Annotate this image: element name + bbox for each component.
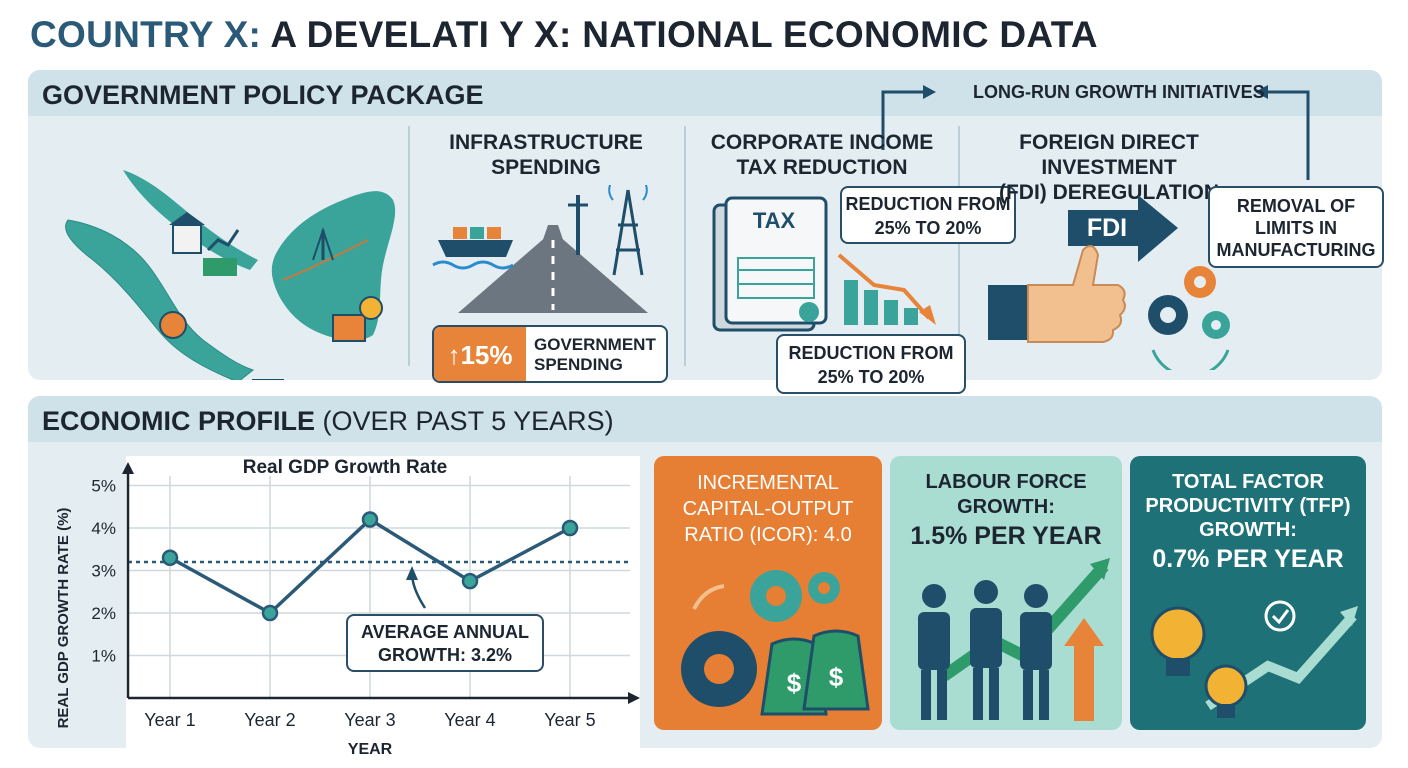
long-run-growth-label: LONG-RUN GROWTH INITIATIVES	[973, 82, 1265, 102]
tax-callout-bottom-line2: 25% TO 20%	[817, 367, 925, 387]
x-axis-arrow	[628, 692, 640, 704]
labour-force-card: LABOUR FORCE GROWTH: 1.5% PER YEAR	[890, 456, 1122, 730]
fdi-illustration	[988, 195, 1230, 370]
labour-line1: LABOUR FORCE	[925, 471, 1087, 493]
badge-value: ↑15%	[434, 327, 526, 381]
average-growth-callout: AVERAGE ANNUAL GROWTH: 3.2%	[346, 614, 544, 672]
tax-callout-top: REDUCTION FROM 25% TO 20%	[840, 186, 1016, 244]
icor-line3: RATIO (ICOR): 4.0	[684, 524, 852, 546]
chart-x-axis-label: YEAR	[348, 741, 393, 758]
average-line1: AVERAGE ANNUAL	[360, 622, 529, 642]
chart-background	[126, 456, 640, 763]
country-map-illustration	[65, 170, 396, 380]
fdi-heading-line1: FOREIGN DIRECT INVESTMENT	[1019, 131, 1199, 179]
fdi-arrow-label: FDI	[1086, 214, 1128, 242]
icor-card: INCREMENTAL CAPITAL-OUTPUT RATIO (ICOR):…	[654, 456, 882, 730]
x-tick-label: Year 2	[244, 710, 295, 730]
long-run-arrows	[881, 85, 1310, 180]
gears-money-icon: $ $	[681, 570, 870, 716]
icor-card-text: INCREMENTAL CAPITAL-OUTPUT RATIO (ICOR):…	[654, 470, 882, 548]
x-tick-label: Year 1	[144, 710, 195, 730]
divider	[684, 126, 686, 366]
badge-text: GOVERNMENT SPENDING	[534, 335, 656, 375]
fdi-callout-line3: MANUFACTURING	[1216, 240, 1376, 260]
labour-line3: 1.5% PER YEAR	[910, 522, 1102, 550]
svg-text:$: $	[787, 668, 802, 698]
y-tick-label: 2%	[91, 604, 116, 623]
labour-line2: GROWTH:	[957, 496, 1055, 518]
average-line2: GROWTH: 3.2%	[377, 645, 512, 665]
fdi-callout: REMOVAL OF LIMITS IN MANUFACTURING	[1208, 186, 1384, 268]
tfp-card: TOTAL FACTOR PRODUCTIVITY (TFP) GROWTH: …	[1130, 456, 1366, 730]
divider	[958, 126, 960, 366]
icor-line1: INCREMENTAL	[697, 472, 839, 494]
y-axis-arrow	[122, 462, 134, 474]
title-highlight: COUNTRY X:	[30, 14, 262, 55]
badge-text-line2: SPENDING	[534, 355, 623, 374]
data-point	[461, 572, 479, 590]
y-tick-label: 3%	[91, 562, 116, 581]
x-tick-label: Year 3	[344, 710, 395, 730]
y-tick-label: 4%	[91, 519, 116, 538]
data-point	[261, 604, 279, 622]
tfp-line4: 0.7% PER YEAR	[1152, 545, 1344, 573]
infrastructure-heading-line2: SPENDING	[491, 156, 601, 179]
labour-card-text: LABOUR FORCE GROWTH: 1.5% PER YEAR	[890, 470, 1122, 552]
chart-x-ticks: Year 1 Year 2 Year 3 Year 4 Year 5	[144, 710, 595, 730]
x-tick-label: Year 4	[444, 710, 495, 730]
productivity-icon	[1150, 600, 1358, 718]
tax-document-label: TAX	[752, 208, 796, 233]
tax-heading-line1: CORPORATE INCOME	[710, 131, 934, 154]
tfp-card-text: TOTAL FACTOR PRODUCTIVITY (TFP) GROWTH: …	[1130, 470, 1366, 576]
fdi-callout-line2: LIMITS IN	[1255, 218, 1337, 238]
tax-heading-line2: TAX REDUCTION	[736, 156, 908, 179]
chart-points	[161, 511, 579, 622]
policy-panel: GOVERNMENT POLICY PACKAGE INFRASTRUCTURE…	[28, 70, 1384, 394]
gdp-growth-chart: Real GDP Growth Rate REAL GDP GROWTH RAT…	[55, 456, 640, 763]
tfp-line2: PRODUCTIVITY (TFP)	[1145, 495, 1351, 517]
tax-callout-top-line1: REDUCTION FROM	[845, 194, 1011, 214]
tax-callout-top-line2: 25% TO 20%	[874, 218, 982, 238]
divider	[408, 126, 410, 366]
average-pointer-head	[406, 566, 418, 580]
chart-y-axis-label: REAL GDP GROWTH RATE (%)	[55, 508, 72, 729]
profile-panel-title: ECONOMIC PROFILE (OVER PAST 5 YEARS)	[42, 406, 614, 437]
government-spending-badge: ↑15% GOVERNMENT SPENDING	[432, 325, 668, 383]
tax-heading: CORPORATE INCOME TAX REDUCTION	[694, 130, 950, 180]
tax-illustration	[712, 196, 936, 332]
y-tick-label: 1%	[91, 647, 116, 666]
infrastructure-illustration	[432, 185, 648, 313]
profile-panel-header	[28, 396, 1382, 442]
policy-panel-header	[28, 70, 1382, 116]
policy-panel-title: GOVERNMENT POLICY PACKAGE	[42, 80, 484, 110]
title-rest: A DEVELATI Y X: NATIONAL ECONOMIC DATA	[270, 14, 1098, 55]
fdi-heading: FOREIGN DIRECT INVESTMENT (FDI) DEREGULA…	[964, 130, 1254, 205]
badge-text-line1: GOVERNMENT	[534, 335, 656, 354]
tax-callout-bottom: REDUCTION FROM 25% TO 20%	[776, 334, 966, 394]
chart-title: Real GDP Growth Rate	[243, 457, 447, 478]
tax-callout-bottom-line1: REDUCTION FROM	[788, 343, 954, 363]
icor-line2: CAPITAL-OUTPUT	[682, 498, 854, 520]
page-title: COUNTRY X: A DEVELATI Y X: NATIONAL ECON…	[30, 14, 1098, 56]
data-point	[361, 511, 379, 528]
chart-y-ticks: 1% 2% 3% 4% 5%	[91, 477, 116, 666]
infrastructure-heading: INFRASTRUCTURE SPENDING	[418, 130, 674, 180]
infrastructure-heading-line1: INFRASTRUCTURE	[449, 131, 643, 154]
data-point	[161, 549, 179, 566]
profile-title-bold: ECONOMIC PROFILE	[42, 406, 316, 436]
tfp-line3: GROWTH:	[1199, 519, 1297, 541]
workers-growth-icon	[918, 558, 1110, 721]
svg-text:$: $	[829, 662, 844, 692]
data-point	[561, 519, 579, 537]
tfp-line1: TOTAL FACTOR	[1172, 471, 1324, 493]
profile-title-light: (OVER PAST 5 YEARS)	[322, 406, 614, 436]
fdi-heading-line2: (FDI) DEREGULATION	[998, 181, 1220, 204]
x-tick-label: Year 5	[544, 710, 595, 730]
y-tick-label: 5%	[91, 477, 116, 496]
fdi-callout-line1: REMOVAL OF	[1236, 196, 1356, 216]
